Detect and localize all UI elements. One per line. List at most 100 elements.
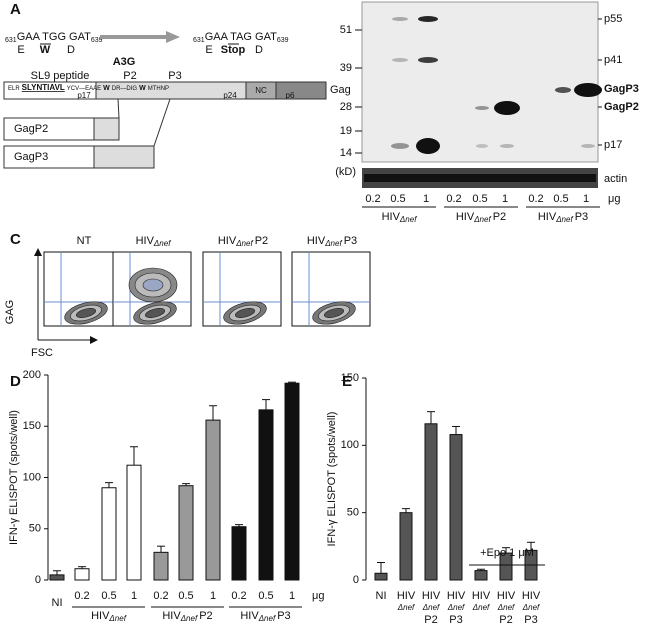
loading-label: actin [604, 173, 627, 185]
sequence-part: W [103, 85, 110, 92]
group-label-sub: Δnef [473, 215, 491, 224]
flow-title-suffix: P3 [344, 235, 357, 247]
domain-label: p6 [286, 91, 295, 100]
band [581, 144, 595, 148]
bar [449, 434, 463, 581]
dose-label: 0.5 [553, 193, 568, 205]
bar [101, 487, 117, 581]
codon: 631GAA TGG GAT639 [5, 31, 103, 44]
group-label-main: HIV [240, 610, 259, 622]
codon-end: 639 [91, 37, 103, 44]
sequence-part: ELR [8, 86, 20, 92]
y-tick-label: 50 [347, 507, 359, 519]
x-tick-label: HIV [472, 590, 491, 602]
x-tick-label: P2 [499, 614, 512, 623]
band [391, 143, 409, 149]
flow-title: HIVΔnef [136, 235, 172, 248]
group-label-sub: Δnef [108, 614, 126, 623]
group-label: HIVΔnef P2 [162, 610, 212, 623]
dose-label: 1 [583, 193, 589, 205]
bar [424, 423, 438, 581]
contour [142, 278, 164, 292]
gag-label: Gag [330, 84, 351, 96]
flow-title: HIVΔnef P3 [307, 235, 357, 248]
panel-letter: A [10, 1, 21, 18]
y-tick-label: 150 [341, 372, 359, 384]
domain-label: p17 [77, 91, 91, 100]
unit-label: μg [608, 193, 620, 205]
x-tick-label: HIV [397, 590, 416, 602]
panel-letter: D [10, 373, 21, 390]
arrow-head [166, 31, 180, 43]
amino-acid: D [255, 44, 263, 56]
band [392, 17, 408, 21]
group-label-main: HIV [162, 610, 181, 622]
bar [474, 570, 488, 581]
band-label: p55 [604, 13, 622, 25]
band-label: GagP2 [604, 101, 639, 113]
flow-title-sub: Δnef [235, 239, 253, 248]
y-tick-label: 50 [29, 523, 41, 535]
group-label-main: HIV [456, 211, 475, 223]
band [574, 83, 602, 97]
y-tick-label: 0 [353, 574, 359, 586]
contour [323, 308, 345, 318]
codon-seq: GAA TAG GAT [205, 31, 277, 43]
bar [284, 382, 300, 581]
group-label: HIVΔnef P2 [456, 211, 506, 224]
annotation: +Epo 1 μM [480, 547, 534, 559]
group-label-suffix: P2 [493, 211, 506, 223]
y-tick-label: 200 [23, 369, 41, 381]
x-tick-label: HIV [497, 590, 516, 602]
band [418, 16, 438, 22]
kd-label: (kD) [335, 166, 356, 178]
group-label-suffix: P3 [575, 211, 588, 223]
y-axis-title: IFN-γ ELISPOT (spots/well) [326, 412, 338, 547]
codon: 631GAA TAG GAT639 [193, 31, 289, 44]
gagp3-tail [93, 145, 155, 169]
x-tick-label: P3 [524, 614, 537, 623]
group-label: HIVΔnef [91, 610, 127, 623]
arrow-head [90, 336, 98, 344]
group-label: HIVΔnef [382, 211, 418, 224]
x-tick-label: P3 [449, 614, 462, 623]
group-label-sub: Δnef [180, 614, 198, 623]
domain-label: NC [255, 86, 267, 95]
p3-label: P3 [168, 70, 181, 82]
sequence-part: W [139, 85, 146, 92]
bar [258, 409, 274, 581]
codon-start: 631 [5, 37, 17, 44]
band-label: p41 [604, 54, 622, 66]
flow-title-main: HIV [307, 235, 326, 247]
p2-label: P2 [123, 70, 136, 82]
gagp2-tail [93, 117, 120, 141]
group-label-suffix: P2 [199, 610, 212, 622]
group-label-main: HIV [538, 211, 557, 223]
dose-label: 0.2 [446, 193, 461, 205]
band [494, 101, 520, 115]
sequence-part: MTHNP [148, 86, 169, 92]
peptide-label: SL9 peptide [31, 70, 90, 82]
blot [361, 1, 599, 163]
dose-label: 0.2 [365, 193, 380, 205]
contour [144, 308, 166, 318]
x-tick-label: 0.2 [74, 590, 89, 602]
flow-title-main: HIV [136, 235, 155, 247]
y-tick-label: 0 [35, 574, 41, 586]
group-label-suffix: P3 [277, 610, 290, 622]
flow-title-main: NT [77, 235, 92, 247]
construct-label: GagP3 [14, 151, 48, 163]
y-tick-label: 150 [23, 420, 41, 432]
dose-label: 1 [423, 193, 429, 205]
bar [205, 419, 221, 581]
marker-label: 14 [340, 147, 352, 159]
contour [234, 308, 256, 318]
construct-label: GagP2 [14, 123, 48, 135]
x-tick-label: HIV [447, 590, 466, 602]
codon-seq: GAA TGG GAT [17, 31, 91, 43]
band [416, 138, 440, 154]
axis-title: GAG [4, 300, 16, 324]
flow-title: HIVΔnef P2 [218, 235, 268, 248]
band [392, 58, 408, 62]
